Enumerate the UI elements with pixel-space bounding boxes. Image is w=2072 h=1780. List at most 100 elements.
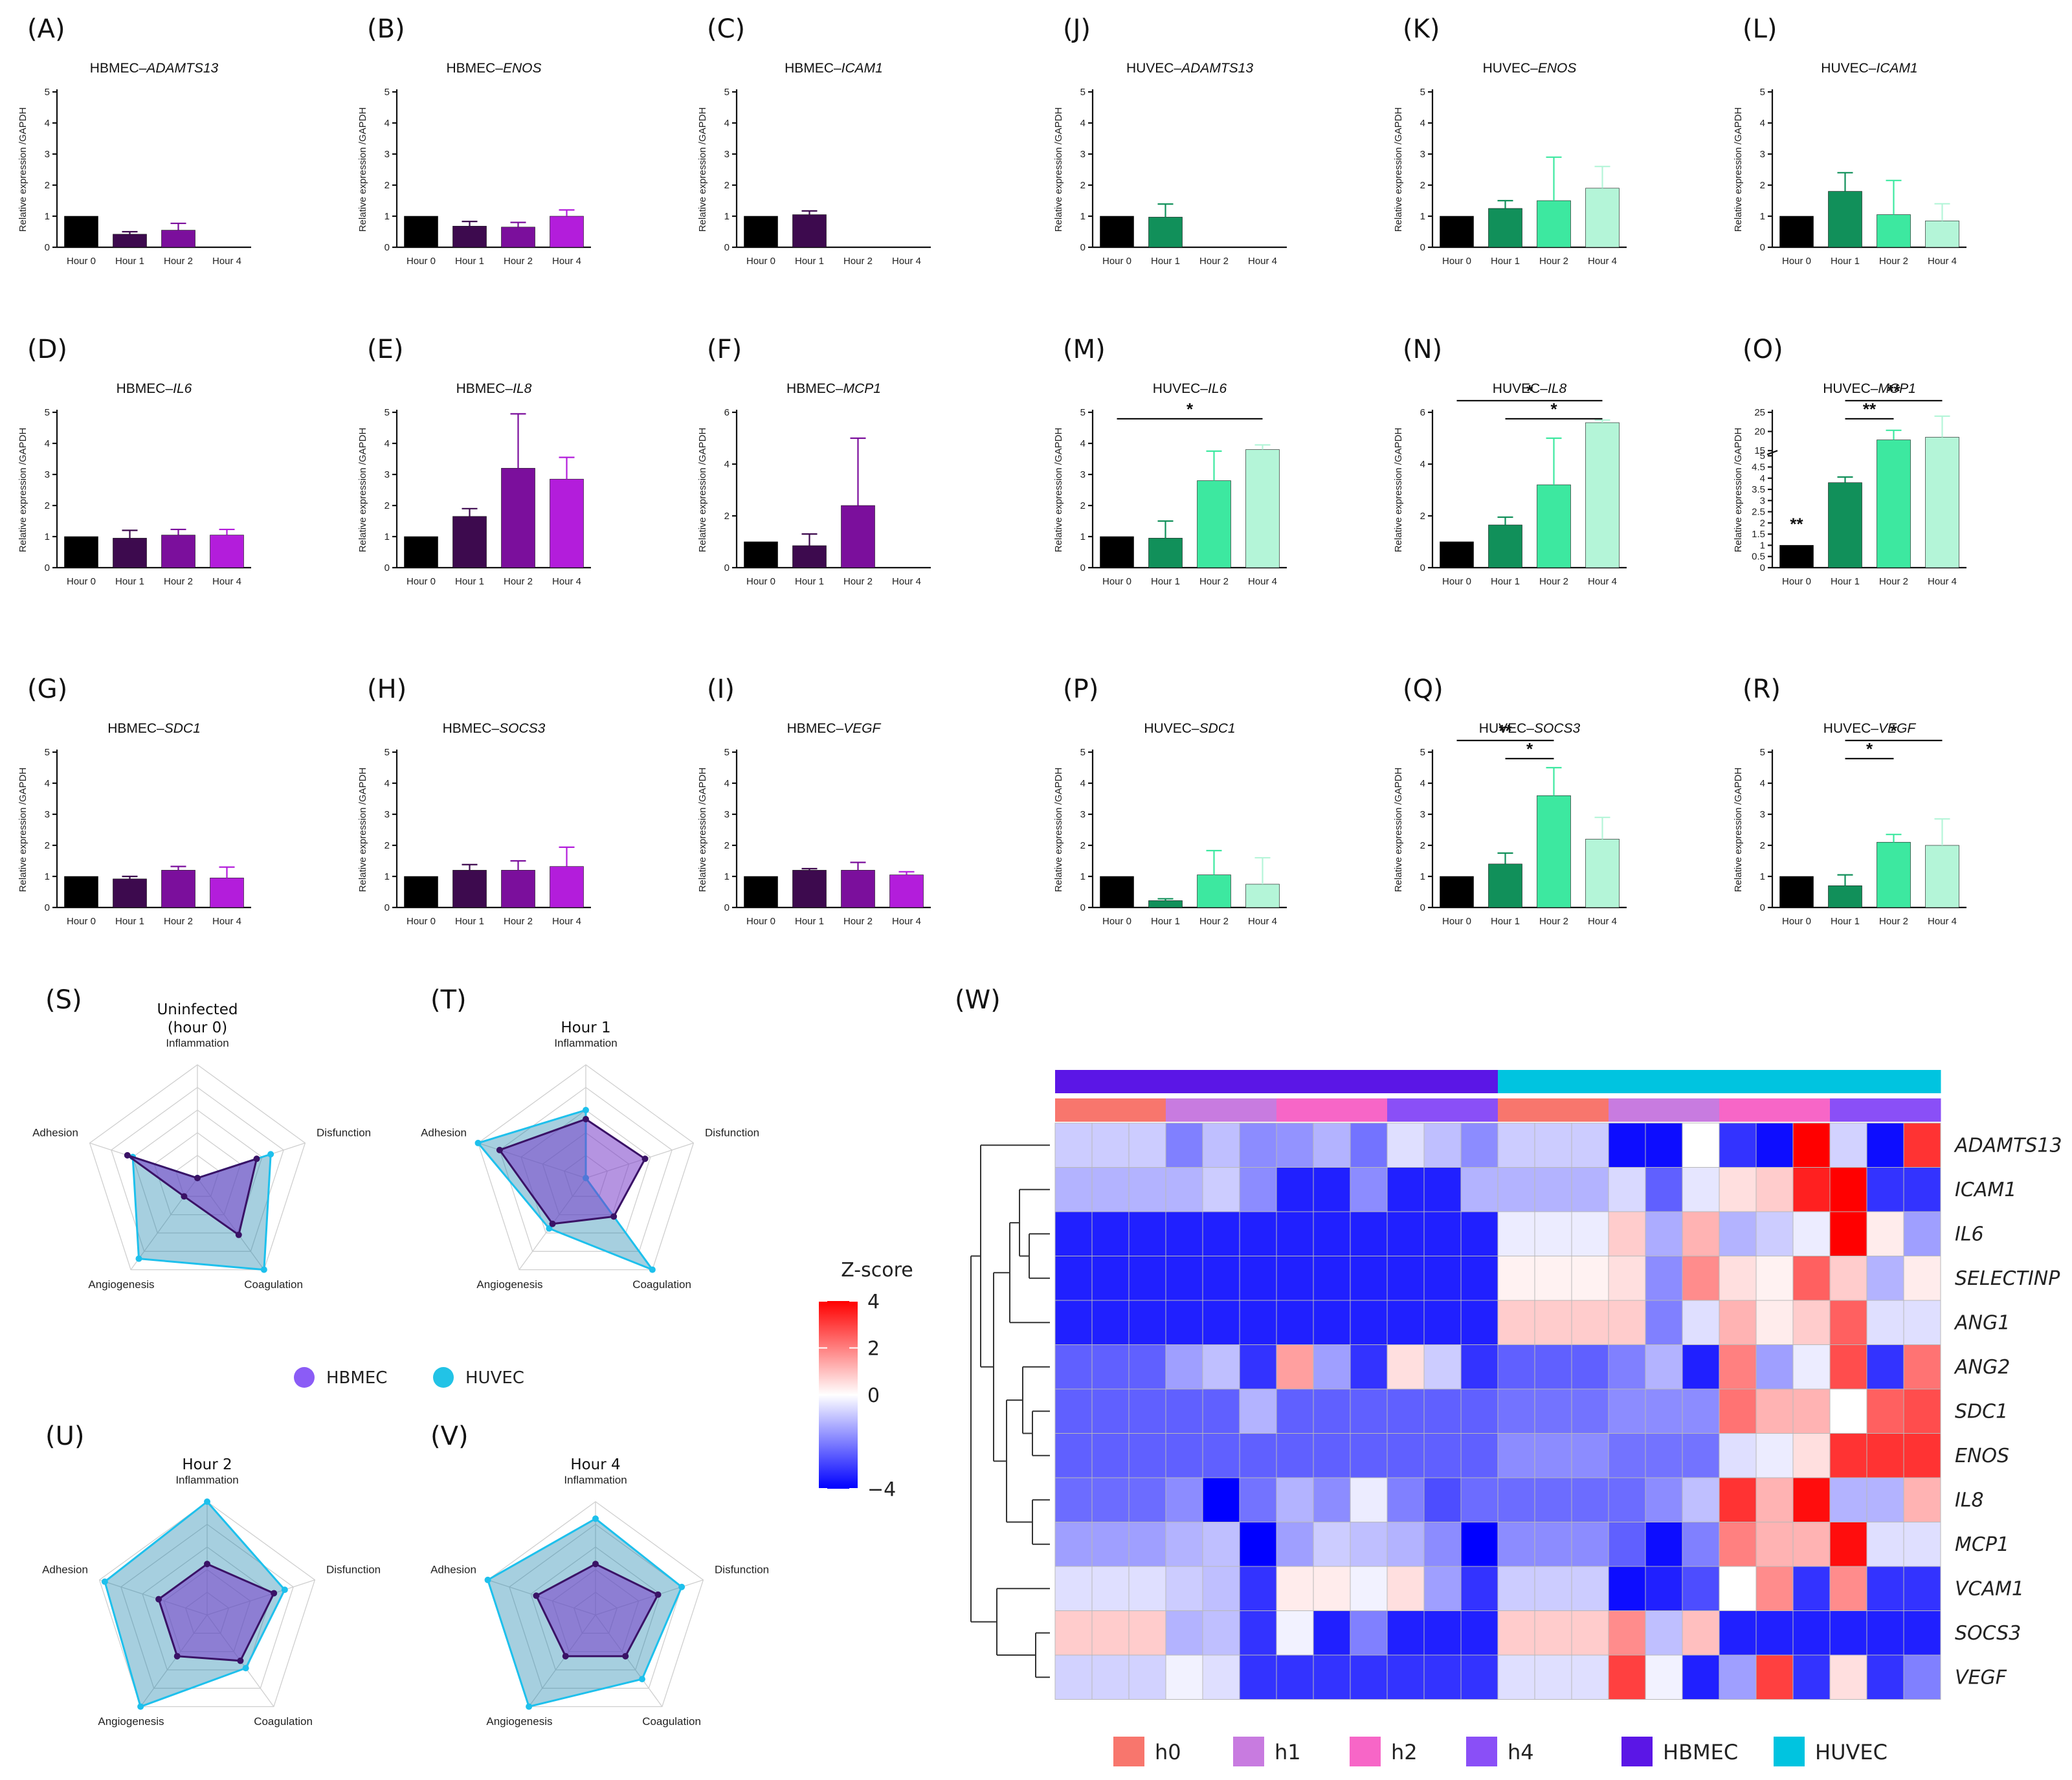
bar [1537,484,1571,568]
heatmap-cell [1165,1122,1203,1168]
heatmap-cell [1903,1522,1941,1567]
heatmap-cell [1497,1122,1535,1168]
y-axis-label: Relative expression /GAPDH [1733,428,1744,553]
bar [452,516,487,568]
y-tick-label: 2 [1080,840,1086,851]
legend-label-huvec: HUVEC [1815,1740,1888,1764]
heatmap-cell [1866,1300,1904,1345]
time-annotation-cell [1645,1098,1683,1122]
y-axis-label: Relative expression /GAPDH [1393,768,1404,893]
radar-point-hbmec [549,1220,556,1227]
heatmap-cell [1460,1477,1498,1522]
significance-stars: * [1526,739,1533,759]
heatmap-cell [1165,1388,1203,1434]
x-tick-label: Hour 4 [1928,256,1957,267]
heatmap-cell [1276,1344,1314,1390]
y-tick-label: 0 [384,562,390,573]
heatmap-cell [1165,1167,1203,1212]
bar [1877,841,1911,908]
y-tick-label: 2 [1760,180,1765,191]
time-annotation-cell [1276,1098,1314,1122]
heatmap-cell [1460,1566,1498,1611]
panel-label: (D) [27,335,67,364]
heatmap-cell [1460,1122,1498,1168]
heatmap-cell [1792,1522,1831,1567]
heatmap-cell [1792,1654,1831,1700]
radar-axis-label: Angiogenesis [486,1715,552,1728]
y-tick-label: 0 [1080,902,1086,913]
heatmap-cell [1534,1344,1572,1390]
heatmap-cell [1608,1566,1646,1611]
heatmap-cell [1387,1566,1425,1611]
heatmap-cell [1571,1477,1609,1522]
time-annotation-cell [1904,1098,1941,1122]
heatmap-cell [1792,1566,1831,1611]
heatmap-row-label: MCP1 [1955,1533,2009,1556]
y-tick-label: 0 [45,902,50,913]
heatmap-cell [1571,1433,1609,1478]
heatmap-cell [1128,1388,1166,1434]
radar-axis-label: Inflammation [564,1474,627,1486]
heatmap-cell [1128,1654,1166,1700]
heatmap-cell [1866,1477,1904,1522]
heatmap-cell [1128,1477,1166,1522]
heatmap-cell [1202,1477,1240,1522]
heatmap-cell [1497,1300,1535,1345]
heatmap-cell [1387,1610,1425,1656]
time-annotation-cell [1203,1098,1240,1122]
radar-point-hbmec [641,1155,649,1163]
heatmap-cell [1054,1388,1093,1434]
x-tick-label: Hour 1 [455,256,484,267]
heatmap-cell [1350,1566,1388,1611]
y-tick-label: 3 [384,149,390,160]
heatmap-cell [1128,1344,1166,1390]
time-annotation-cell [1092,1098,1130,1122]
group-annotation-cell [1350,1070,1388,1093]
heatmap-cell [1128,1167,1166,1212]
x-tick-label: Hour 4 [1588,256,1617,267]
y-tick-label: 1 [384,531,390,542]
bar [452,870,487,908]
bar [792,870,827,908]
heatmap-cell [1534,1122,1572,1168]
y-tick-label: 2 [1420,180,1425,191]
x-tick-label: Hour 4 [892,256,921,267]
bar [113,234,147,248]
y-tick-label: 2 [1760,840,1765,851]
y-tick-label: 3 [45,469,50,480]
heatmap-cell [1423,1300,1462,1345]
group-annotation-cell [1645,1070,1683,1093]
panel-title: HBMEC–VEGF [787,721,882,736]
y-tick-label: 3 [1420,809,1425,820]
group-annotation-cell [1461,1070,1498,1093]
heatmap-cell [1423,1344,1462,1390]
bar [1440,541,1474,568]
heatmap-cell [1608,1344,1646,1390]
heatmap-cell [1128,1566,1166,1611]
heatmap-cell [1866,1211,1904,1256]
heatmap-cell [1460,1256,1498,1301]
group-annotation-cell [1830,1070,1867,1093]
bar [1148,538,1183,568]
heatmap-cell [1903,1477,1941,1522]
heatmap-cell [1387,1654,1425,1700]
panel-label: (G) [27,674,67,704]
bar [1488,863,1522,908]
y-tick-label: 2 [384,840,390,851]
heatmap-cell [1534,1388,1572,1434]
heatmap-cell [1350,1344,1388,1390]
group-annotation-cell [1424,1070,1462,1093]
zscore-tick-label: −4 [867,1478,896,1501]
bar [404,536,438,568]
y-axis-label: Relative expression /GAPDH [697,107,708,232]
x-tick-label: Hour 1 [455,576,484,587]
y-tick-label: 4 [1760,118,1765,129]
time-annotation-cell [1867,1098,1904,1122]
bar-significance-stars: ** [1790,514,1803,533]
heatmap-cell [1387,1344,1425,1390]
panel-label: (C) [707,14,745,44]
y-tick-label: 1 [384,211,390,222]
heatmap-cell [1534,1522,1572,1567]
heatmap-cell [1460,1344,1498,1390]
heatmap-cell [1460,1211,1498,1256]
